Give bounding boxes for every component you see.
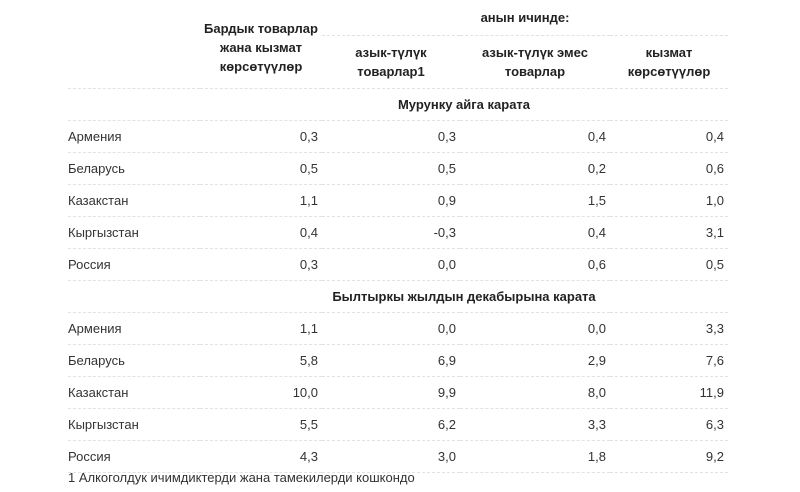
table-row: Россия 4,3 3,0 1,8 9,2 — [68, 440, 728, 473]
value-cell: 0,0 — [322, 312, 460, 345]
value-cell: 9,9 — [322, 376, 460, 409]
value-cell: 4,3 — [200, 440, 322, 473]
header-total: Бардык товарлар жана кызмат көрсөтүүлөр — [200, 0, 322, 89]
country-name: Армения — [68, 312, 200, 345]
value-cell: 5,5 — [200, 408, 322, 441]
table-row: Армения 1,1 0,0 0,0 3,3 — [68, 312, 728, 345]
table-row: Кыргызстан 5,5 6,2 3,3 6,3 — [68, 408, 728, 441]
value-cell: 0,6 — [610, 152, 728, 185]
value-cell: 0,0 — [460, 312, 610, 345]
footnote: 1 Алкоголдук ичимдиктерди жана тамекилер… — [68, 470, 415, 485]
value-cell: 0,3 — [200, 248, 322, 281]
value-cell: 3,1 — [610, 216, 728, 249]
price-index-table: Бардык товарлар жана кызмат көрсөтүүлөр … — [68, 0, 728, 473]
value-cell: 10,0 — [200, 376, 322, 409]
header-food: азык-түлүк товарлар1 — [322, 35, 460, 90]
value-cell: 6,9 — [322, 344, 460, 377]
country-name: Россия — [68, 248, 200, 281]
value-cell: 0,4 — [200, 216, 322, 249]
value-cell: 0,0 — [322, 248, 460, 281]
table-row: Казакстан 1,1 0,9 1,5 1,0 — [68, 184, 728, 217]
value-cell: 0,9 — [322, 184, 460, 217]
country-name: Кыргызстан — [68, 408, 200, 441]
value-cell: 3,3 — [610, 312, 728, 345]
value-cell: 8,0 — [460, 376, 610, 409]
value-cell: 0,4 — [610, 120, 728, 153]
header-group: анын ичинде: — [322, 0, 728, 36]
value-cell: 1,1 — [200, 312, 322, 345]
value-cell: 6,2 — [322, 408, 460, 441]
value-cell: 0,3 — [200, 120, 322, 153]
value-cell: 0,4 — [460, 216, 610, 249]
value-cell: 6,3 — [610, 408, 728, 441]
value-cell: 5,8 — [200, 344, 322, 377]
table-row: Кыргызстан 0,4 -0,3 0,4 3,1 — [68, 216, 728, 249]
value-cell: 0,6 — [460, 248, 610, 281]
table-row: Беларусь 0,5 0,5 0,2 0,6 — [68, 152, 728, 185]
table-row: Армения 0,3 0,3 0,4 0,4 — [68, 120, 728, 153]
country-name: Казакстан — [68, 376, 200, 409]
value-cell: 3,3 — [460, 408, 610, 441]
value-cell: 1,8 — [460, 440, 610, 473]
section-title: Былтыркы жылдын декабырына карата — [200, 280, 728, 313]
country-name: Кыргызстан — [68, 216, 200, 249]
table-row: Беларусь 5,8 6,9 2,9 7,6 — [68, 344, 728, 377]
value-cell: -0,3 — [322, 216, 460, 249]
value-cell: 9,2 — [610, 440, 728, 473]
table-row: Казакстан 10,0 9,9 8,0 11,9 — [68, 376, 728, 409]
value-cell: 1,0 — [610, 184, 728, 217]
header-nonfood: азык-түлүк эмес товарлар — [460, 35, 610, 90]
header-services: кызмат көрсөтүүлөр — [610, 35, 728, 90]
value-cell: 0,4 — [460, 120, 610, 153]
country-name: Россия — [68, 440, 200, 473]
value-cell: 11,9 — [610, 376, 728, 409]
table-row: Россия 0,3 0,0 0,6 0,5 — [68, 248, 728, 281]
value-cell: 0,3 — [322, 120, 460, 153]
value-cell: 1,1 — [200, 184, 322, 217]
country-name: Беларусь — [68, 344, 200, 377]
value-cell: 7,6 — [610, 344, 728, 377]
value-cell: 3,0 — [322, 440, 460, 473]
country-name: Казакстан — [68, 184, 200, 217]
section-title: Мурунку айга карата — [200, 88, 728, 121]
value-cell: 0,5 — [322, 152, 460, 185]
value-cell: 0,5 — [200, 152, 322, 185]
country-name: Беларусь — [68, 152, 200, 185]
value-cell: 1,5 — [460, 184, 610, 217]
value-cell: 0,5 — [610, 248, 728, 281]
value-cell: 0,2 — [460, 152, 610, 185]
value-cell: 2,9 — [460, 344, 610, 377]
country-name: Армения — [68, 120, 200, 153]
